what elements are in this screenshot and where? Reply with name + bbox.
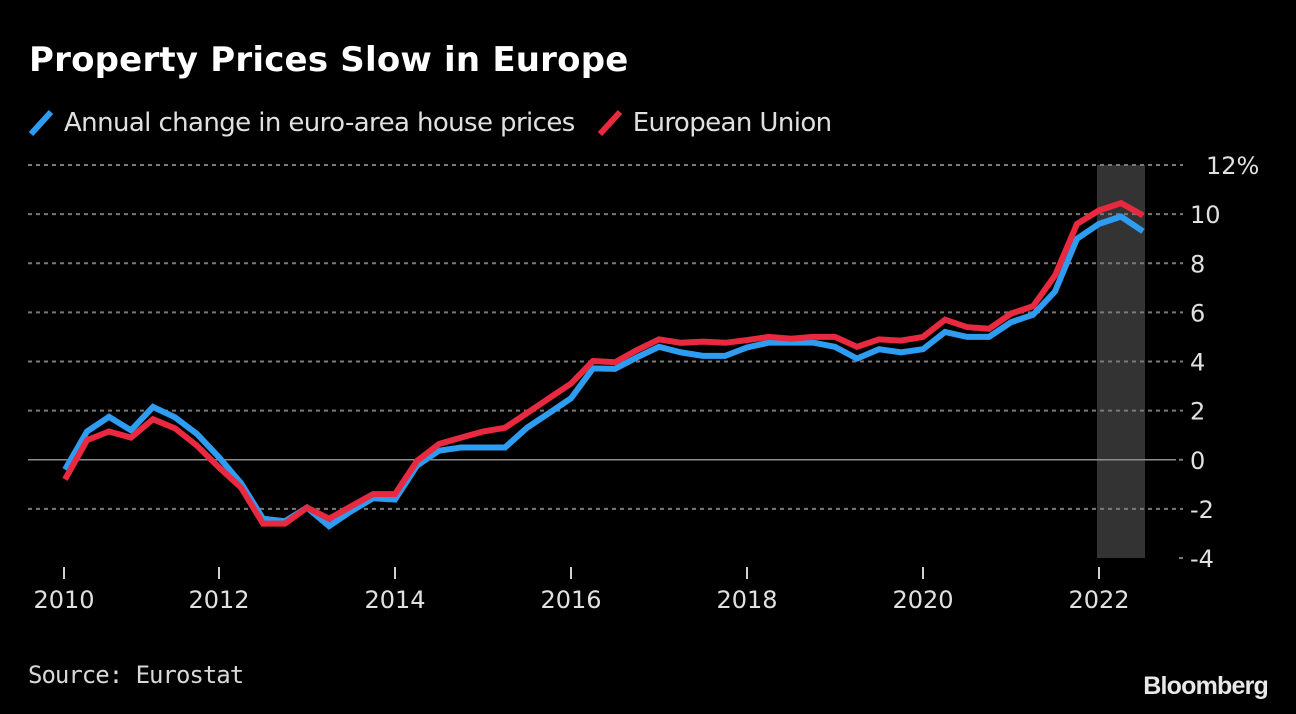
x-axis: 2010 2012 2014 2016 2018 2020 2022: [33, 567, 1130, 614]
x-tick-label: 2022: [1068, 586, 1129, 614]
legend: Annual change in euro-area house prices …: [28, 108, 854, 138]
x-tick-label: 2010: [33, 586, 94, 614]
x-tick-label: 2020: [892, 586, 953, 614]
y-tick-label: 2: [1190, 398, 1205, 426]
legend-label-euro-area: Annual change in euro-area house prices: [64, 108, 575, 138]
y-tick-label: 10: [1190, 201, 1221, 229]
legend-swatch-euro-area-icon: [28, 109, 54, 137]
bloomberg-logo: Bloomberg: [1143, 672, 1269, 700]
y-tick-label: -2: [1190, 496, 1214, 524]
legend-label-eu: European Union: [632, 108, 832, 138]
y-tick-label: 6: [1190, 299, 1205, 327]
legend-item-euro-area: Annual change in euro-area house prices: [28, 108, 575, 138]
series-line-eu: [62, 199, 1145, 527]
x-tick-label: 2016: [540, 586, 601, 614]
y-tick-label: -4: [1190, 545, 1214, 573]
chart-title: Property Prices Slow in Europe: [29, 40, 629, 80]
series-lines: [62, 199, 1145, 530]
legend-item-eu: European Union: [597, 108, 832, 138]
x-tick-label: 2012: [188, 586, 249, 614]
y-axis: 12% 10 8 6 4 2 0 -2 -4: [1190, 152, 1259, 573]
y-tick-label: 8: [1190, 250, 1205, 278]
y-tick-label: 4: [1190, 349, 1205, 377]
source-note: Source: Eurostat: [28, 661, 244, 689]
y-tick-label: 0: [1190, 447, 1205, 475]
y-tick-label: 12%: [1206, 152, 1259, 180]
legend-swatch-eu-icon: [597, 109, 622, 137]
x-tick-label: 2018: [716, 586, 777, 614]
x-tick-label: 2014: [364, 586, 425, 614]
